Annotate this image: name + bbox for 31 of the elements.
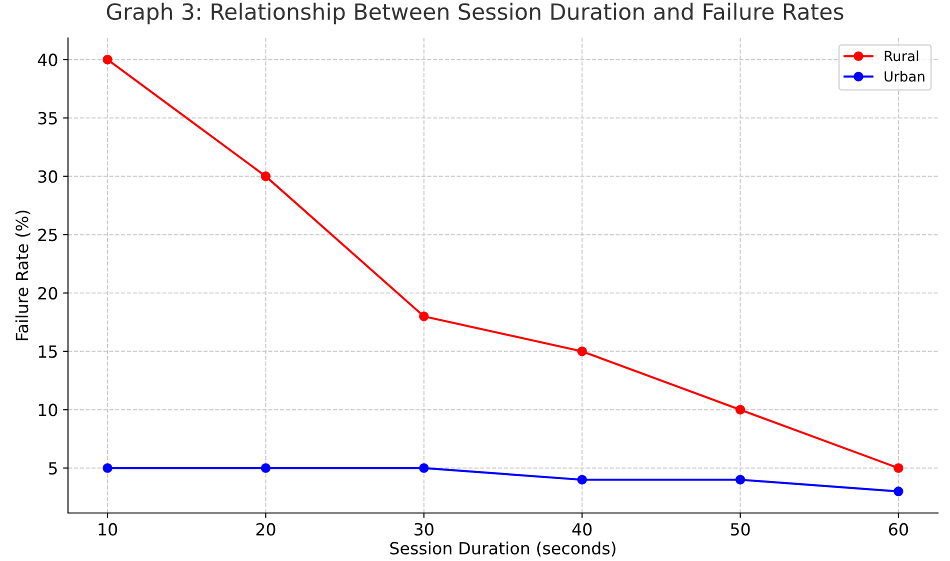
y-tick-label: 10 bbox=[38, 404, 58, 416]
point bbox=[735, 404, 746, 415]
point bbox=[419, 463, 429, 473]
y-tick-label: 5 bbox=[48, 462, 57, 475]
chart-title: Graph 3: Relationship Between Session Duration and Failure Rates bbox=[106, 2, 844, 24]
x-tick-label: 30 bbox=[414, 523, 434, 536]
point bbox=[419, 311, 429, 322]
point bbox=[260, 171, 271, 182]
y-tick-label: 15 bbox=[38, 346, 57, 358]
legend-label: Rural bbox=[884, 50, 918, 62]
y-tick-label: 30 bbox=[38, 170, 58, 183]
point bbox=[894, 486, 904, 496]
point bbox=[735, 474, 746, 485]
x-tick-label: 10 bbox=[98, 523, 118, 536]
point bbox=[577, 474, 587, 485]
x-tick-label: 50 bbox=[730, 523, 750, 536]
x-tick-label: 60 bbox=[889, 523, 908, 536]
y-axis-title: Failure Rate (%) bbox=[15, 210, 30, 340]
x-tick-label: 20 bbox=[256, 523, 276, 536]
point bbox=[894, 463, 904, 473]
y-tick-label: 35 bbox=[38, 112, 57, 125]
x-tick-label: 40 bbox=[572, 523, 592, 536]
legend-label: Urban bbox=[884, 70, 924, 82]
point bbox=[102, 54, 112, 64]
point bbox=[577, 346, 587, 356]
y-tick-label: 40 bbox=[38, 54, 58, 66]
point bbox=[260, 463, 271, 473]
point bbox=[102, 463, 112, 473]
x-axis-title: Session Duration (seconds) bbox=[390, 542, 616, 556]
y-tick-label: 20 bbox=[38, 286, 58, 300]
y-tick-label: 25 bbox=[38, 228, 57, 242]
